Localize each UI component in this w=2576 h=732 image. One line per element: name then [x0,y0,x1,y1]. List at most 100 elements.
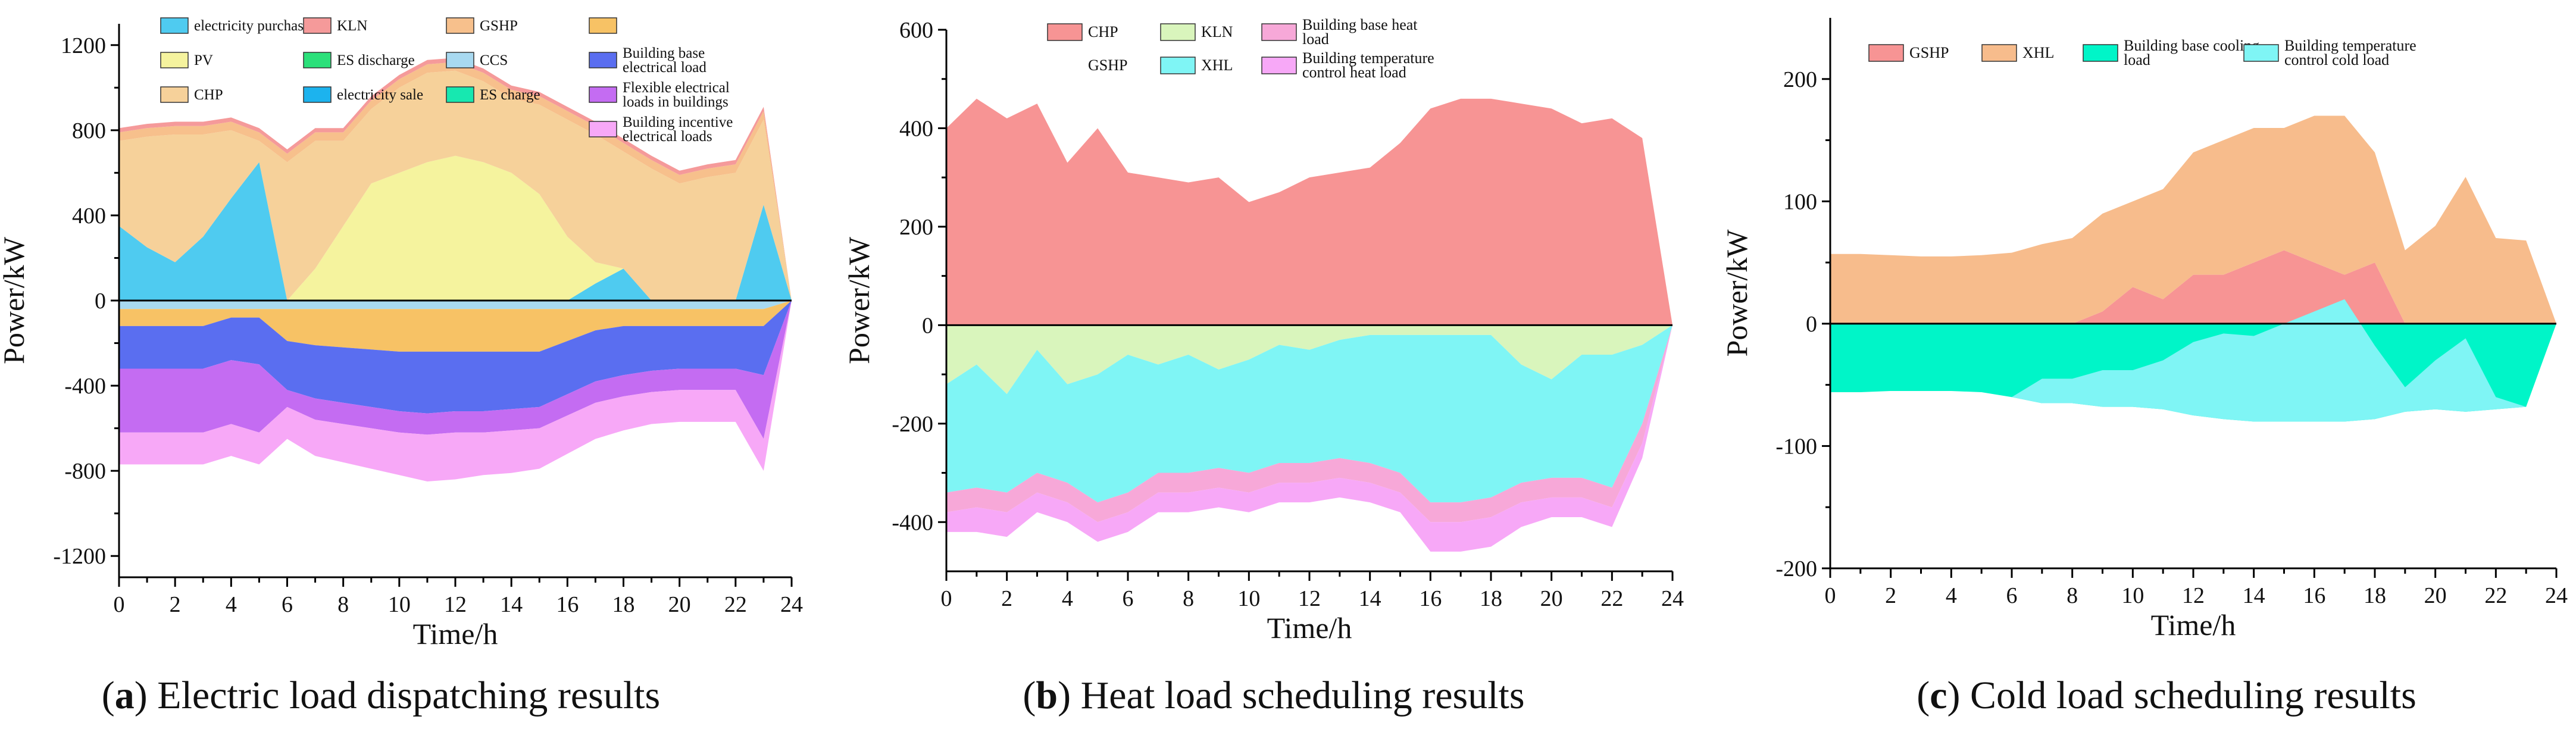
x-tick-label: 8 [2067,583,2078,608]
area-building-temperature-control-cold-load-neg [1830,299,2556,422]
legend-label: Flexible electrical loads in buildings [623,80,730,110]
legend-swatch [2083,44,2118,62]
x-tick-label: 12 [1298,586,1321,611]
legend-item-es-charge: ES charge [446,86,540,103]
x-tick-label: 22 [2484,583,2507,608]
legend-item-building-base-cooling-load: Building base cooling load [2083,37,2259,68]
x-tick-label: 4 [226,592,237,617]
legend-item-electricity-sale: electricity sale [303,86,423,103]
legend-label: KLN [1201,23,1233,40]
x-tick-label: 10 [388,592,411,617]
legend-swatch [446,52,474,68]
y-tick-label: -400 [892,510,933,535]
x-tick-label: 8 [1183,586,1194,611]
legend-swatch [1261,57,1297,74]
legend: electricity purchase KLN GSHP PV ES discharg… [160,17,733,145]
area-xhl-pos [1830,115,2556,324]
legend-swatch [1160,57,1196,74]
legend-label: Building base electrical load [623,45,706,76]
y-tick-label: 0 [1806,312,1817,337]
x-tick-label: 18 [612,592,635,617]
area-pv-pos [119,155,792,301]
caption-a: (a) Electric load dispatching results [102,674,660,717]
area-electricity-purchase-pos [119,162,792,301]
x-tick-label: 24 [1661,586,1684,611]
x-tick-label: 16 [1419,586,1442,611]
y-tick-label: 0 [922,313,933,338]
x-tick-label: 0 [1825,583,1836,608]
area-chp-pos [946,98,1672,326]
x-tick-label: 24 [2545,583,2568,608]
area-building-base-electrical-load-neg [119,301,792,414]
legend-label: Building base cooling load [2124,37,2259,68]
panel-electric: 0 2 4 6 8 10 12 14 16 18 20 22 24-1200-800-400040080… [0,17,803,650]
area-xhl-neg [946,325,1672,503]
y-axis-label: Power/kW [0,236,30,364]
y-tick-label: -800 [64,459,106,484]
legend-item-kln: KLN [303,17,367,34]
y-tick-label: 200 [1783,67,1817,92]
x-tick-label: 6 [2006,583,2018,608]
x-axis-label: Time/h [413,617,498,650]
x-tick-label: 6 [1123,586,1134,611]
legend-label: KLN [337,18,367,34]
legend-label: XHL [2022,44,2054,61]
x-tick-label: 10 [2121,583,2144,608]
x-tick-label: 20 [668,592,691,617]
x-tick-label: 0 [941,586,952,611]
y-tick-label: 200 [899,215,933,240]
legend-label: Building temperature control heat load [1302,49,1434,81]
area-gshp-pos [1830,250,2556,324]
legend-item-gshp: GSHP [1868,44,1949,62]
area-chp-pos [119,70,792,301]
caption-b: (b) Heat load scheduling results [1023,674,1524,717]
x-tick-label: 14 [2243,583,2265,608]
y-tick-label: 1200 [61,33,106,58]
legend-swatch [2243,44,2279,62]
y-tick-label: 100 [1783,189,1817,214]
x-tick-label: 4 [1946,583,1957,608]
legend-label: electricity sale [337,87,423,103]
legend-swatch [303,17,332,34]
x-tick-label: 2 [170,592,181,617]
legend-swatch [303,86,332,103]
area-kln-neg [946,325,1672,395]
legend-swatch [1160,23,1196,41]
x-tick-label: 12 [2182,583,2205,608]
legend-item-pv: PV [160,52,213,68]
legend-swatch [446,86,474,103]
y-tick-label: -100 [1775,434,1817,459]
panel-cold: 0 2 4 6 8 10 12 14 16 18 20 22 24-200-1000100200Time… [1720,18,2568,642]
legend-label: CHP [1088,23,1118,40]
legend-swatch [1047,23,1083,41]
legend-label: Building base heat load [1302,16,1418,48]
area-flexible-electrical-loads-in-buildings-neg [119,301,792,439]
legend-swatch [589,52,617,68]
x-tick-label: 22 [1600,586,1623,611]
legend-label: PV [194,52,213,68]
legend-label: electricity purchase [194,18,310,34]
x-tick-label: 18 [1480,586,1502,611]
y-tick-label: -200 [892,412,933,437]
legend-swatch [160,52,189,68]
x-tick-label: 16 [556,592,579,617]
legend-item-building-base-heat-load: Building base heat load [1261,16,1418,48]
x-tick-label: 22 [724,592,747,617]
legend-label: XHL [1201,57,1233,74]
x-tick-label: 24 [780,592,803,617]
legend-item-ccs: CCS [446,52,508,68]
legend-item-chp: CHP [1047,23,1118,41]
legend-item-xhl: XHL [1160,57,1233,74]
legend-item-kln: KLN [1160,23,1233,41]
x-axis-label: Time/h [2151,608,2236,642]
legend-swatch [1981,44,2017,62]
x-tick-label: 2 [1885,583,1896,608]
x-tick-label: 20 [1540,586,1563,611]
y-tick-label: 600 [899,18,933,43]
area-series-neg [119,301,792,352]
x-tick-label: 20 [2424,583,2447,608]
legend-swatch [160,17,189,34]
legend-item-xhl: XHL [1981,44,2054,62]
y-tick-label: 800 [72,118,106,143]
